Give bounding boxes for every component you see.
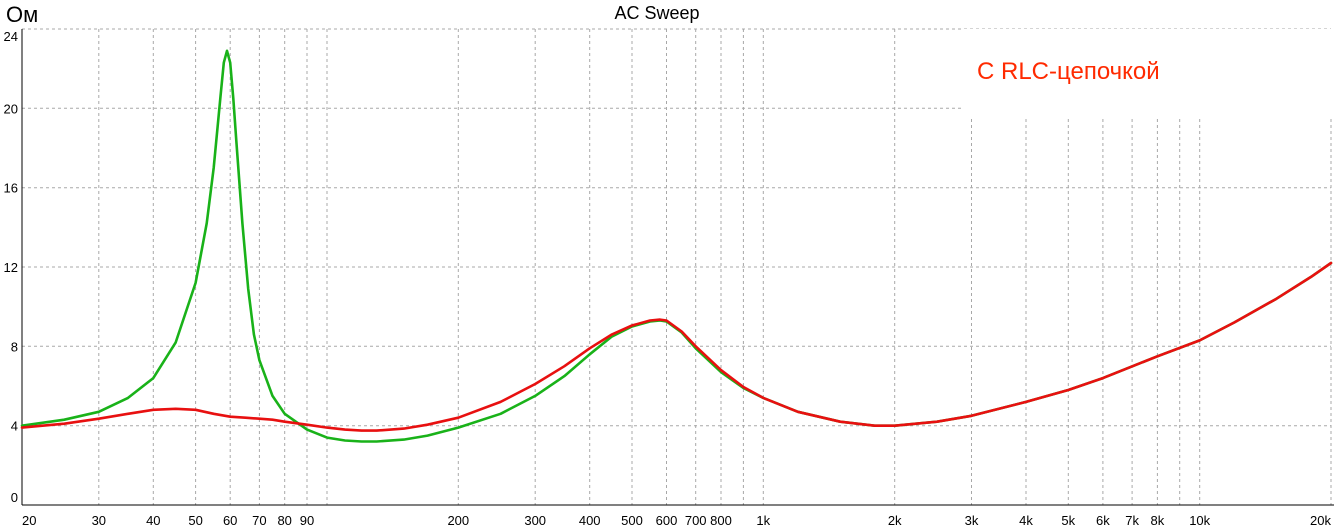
grid-lines: [22, 28, 1332, 505]
y-tick-label: 20: [4, 101, 18, 116]
x-tick-label: 40: [146, 513, 160, 528]
x-tick-label: 3k: [965, 513, 979, 528]
y-tick-label: 24: [4, 29, 18, 44]
x-tick-label: 400: [579, 513, 601, 528]
y-tick-label: 12: [4, 260, 18, 275]
x-tick-label: 700: [685, 513, 707, 528]
annotation-text: С RLC-цепочкой: [977, 58, 1160, 85]
x-tick-label: 4k: [1019, 513, 1033, 528]
x-tick-label: 1k: [756, 513, 770, 528]
y-tick-label: 16: [4, 181, 18, 196]
series-lines: [20, 49, 1333, 443]
x-tick-label: 50: [188, 513, 202, 528]
y-tick-labels: 0 4 8 12 16 20 24: [4, 29, 18, 505]
annotation-background: [962, 29, 1334, 117]
y-tick-label: 8: [11, 339, 18, 354]
x-tick-label: 20k: [1310, 513, 1331, 528]
x-tick-label: 30: [92, 513, 106, 528]
x-tick-label: 200: [447, 513, 469, 528]
y-unit-label: Ом: [6, 2, 38, 27]
x-tick-label: 20: [22, 513, 36, 528]
x-tick-label: 600: [656, 513, 678, 528]
y-tick-label: 0: [11, 490, 18, 505]
x-tick-label: 800: [710, 513, 732, 528]
series-line-red: [20, 261, 1333, 432]
chart-title: AC Sweep: [614, 3, 699, 23]
x-tick-label: 8k: [1151, 513, 1165, 528]
x-tick-label: 10k: [1189, 513, 1210, 528]
x-tick-label: 500: [621, 513, 643, 528]
x-tick-label: 7k: [1125, 513, 1139, 528]
x-tick-label: 5k: [1061, 513, 1075, 528]
x-tick-label: 300: [524, 513, 546, 528]
x-tick-label: 2k: [888, 513, 902, 528]
x-tick-label: 90: [300, 513, 314, 528]
x-tick-label: 80: [277, 513, 291, 528]
x-tick-label: 70: [252, 513, 266, 528]
y-tick-label: 4: [11, 419, 18, 434]
x-tick-label: 60: [223, 513, 237, 528]
x-tick-labels: 20 30 40 50 60 70 80 90 200 300 400 500 600 700 800 1k 2…: [22, 513, 1331, 528]
x-tick-label: 6k: [1096, 513, 1110, 528]
